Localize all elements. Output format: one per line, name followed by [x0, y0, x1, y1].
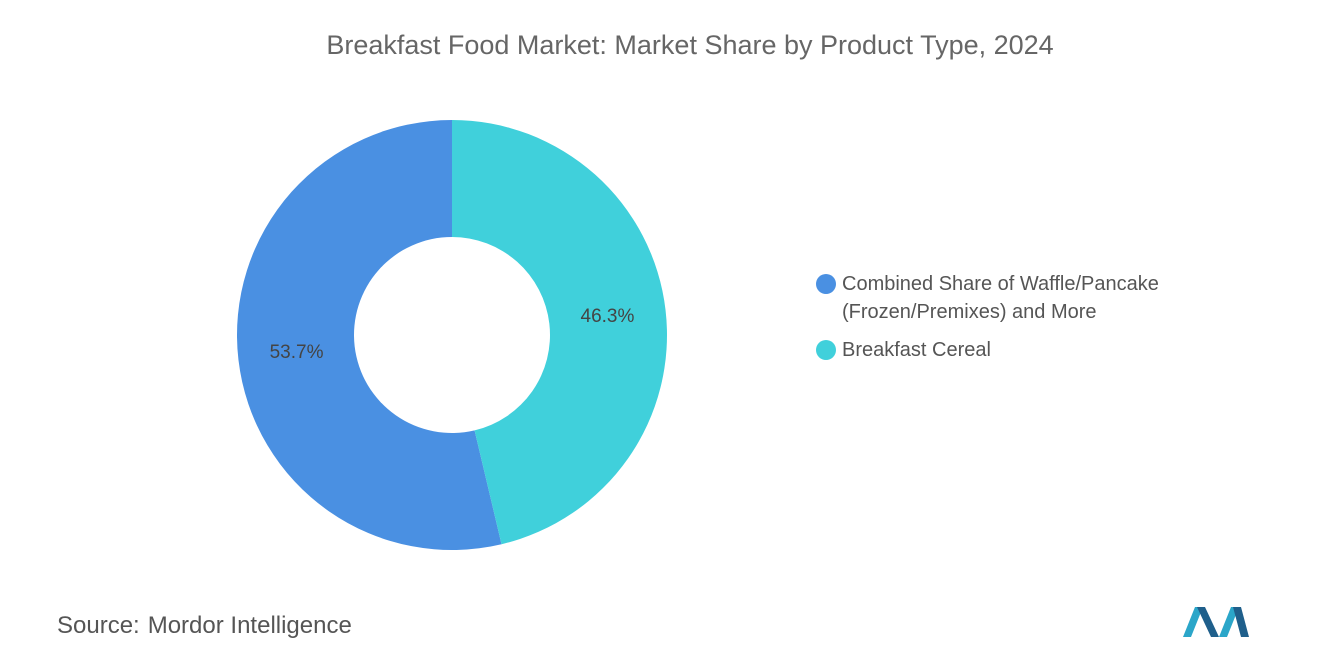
logo	[1183, 607, 1249, 637]
value-label: 53.7%	[270, 342, 324, 363]
legend-label: Combined Share of Waffle/Pancake (Frozen…	[842, 273, 1159, 323]
source: Source: Mordor Intelligence	[57, 612, 360, 640]
donut-slice	[237, 120, 502, 550]
legend-swatch	[816, 340, 836, 360]
source-name: Mordor Intelligence	[147, 612, 352, 639]
legend-item: Combined Share of Waffle/Pancake (Frozen…	[816, 270, 1196, 326]
legend-label: Breakfast Cereal	[842, 339, 991, 361]
value-label: 46.3%	[581, 306, 635, 327]
legend-swatch	[816, 274, 836, 294]
legend-item: Breakfast Cereal	[816, 336, 1196, 364]
chart-title: Breakfast Food Market: Market Share by P…	[326, 30, 1054, 60]
donut-slice	[452, 120, 667, 545]
source-label: Source:	[57, 612, 140, 639]
legend: Combined Share of Waffle/Pancake (Frozen…	[816, 270, 1196, 374]
